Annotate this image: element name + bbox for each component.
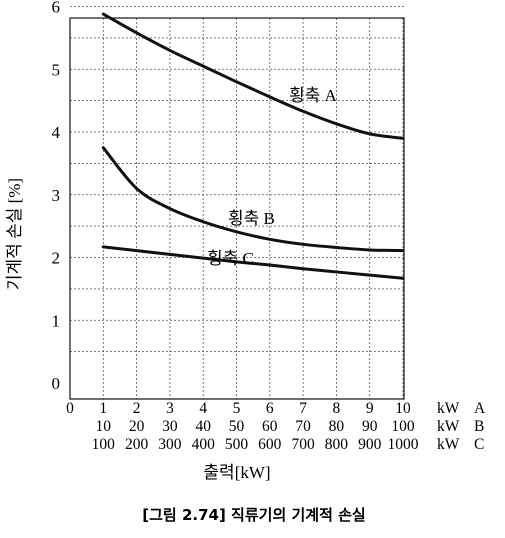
- x-tick-label: 400: [192, 436, 216, 453]
- x-tick-label: 600: [258, 436, 282, 453]
- x-tick-label: 70: [295, 418, 311, 435]
- x-unit-label: kW: [437, 400, 460, 417]
- series-line-3: [101, 245, 405, 280]
- x-tick-label: 10: [96, 418, 112, 435]
- x-tick-label: 3: [166, 400, 174, 417]
- x-axis-ticks: 0 1 2 3 4 5 6 7 8 9 10 kW A 10 20 30 40 50 60 70 80 90 100 kW B 1…: [66, 400, 486, 453]
- y-tick-label: 3: [52, 186, 61, 205]
- x-tick-label: 200: [125, 436, 149, 453]
- y-tick-label: 2: [52, 249, 61, 268]
- y-tick-label: 1: [52, 311, 61, 330]
- x-axis-label: 출력[kW]: [203, 463, 270, 482]
- series-label-1: 횡축 A: [289, 86, 338, 105]
- x-scale-label: C: [474, 436, 484, 453]
- series-lines: [101, 12, 405, 280]
- x-tick-label: 90: [362, 418, 378, 435]
- y-axis-ticks: 0 1 2 3 4 5 6: [52, 0, 61, 393]
- figure-caption: [그림 2.74] 직류기의 기계적 손실: [142, 506, 365, 524]
- x-tick-label: 100: [391, 418, 415, 435]
- x-tick-label: 7: [299, 400, 307, 417]
- x-tick-label: 10: [395, 400, 411, 417]
- x-tick-label: 0: [66, 400, 74, 417]
- x-tick-label: 900: [358, 436, 382, 453]
- y-tick-label: 5: [52, 60, 61, 79]
- x-tick-label: 20: [129, 418, 145, 435]
- x-tick-label: 6: [266, 400, 274, 417]
- y-tick-label: 0: [52, 374, 61, 393]
- x-tick-label: 500: [225, 436, 249, 453]
- x-tick-label: 4: [199, 400, 207, 417]
- x-unit-label: kW: [437, 436, 460, 453]
- series-label-2: 횡축 B: [228, 209, 275, 228]
- x-tick-label: 8: [333, 400, 341, 417]
- series-label-3: 횡축 C: [207, 249, 254, 268]
- series-line-2: [101, 146, 405, 253]
- x-tick-label: 5: [233, 400, 241, 417]
- x-tick-label: 30: [162, 418, 178, 435]
- x-tick-label: 2: [133, 400, 141, 417]
- x-tick-label: 300: [158, 436, 182, 453]
- x-tick-label: 700: [291, 436, 315, 453]
- series-line-1: [101, 12, 405, 140]
- x-tick-label: 1: [99, 400, 107, 417]
- x-tick-label: 9: [366, 400, 374, 417]
- x-tick-label: 80: [329, 418, 345, 435]
- x-tick-label: 800: [325, 436, 349, 453]
- x-tick-label: 1000: [388, 436, 419, 453]
- x-tick-label: 50: [229, 418, 245, 435]
- x-scale-label: B: [474, 418, 484, 435]
- x-scale-label: A: [474, 400, 486, 417]
- plot-frame: [69, 17, 405, 400]
- x-tick-label: 40: [195, 418, 211, 435]
- x-tick-label: 100: [92, 436, 116, 453]
- grid: [70, 6, 404, 399]
- y-axis-label: 기계적 손실 [%]: [5, 178, 24, 290]
- x-tick-label: 60: [262, 418, 278, 435]
- y-tick-label: 6: [52, 0, 61, 17]
- y-tick-label: 4: [52, 123, 61, 142]
- x-unit-label: kW: [437, 418, 460, 435]
- series-labels: 횡축 A 횡축 B 횡축 C: [207, 86, 338, 268]
